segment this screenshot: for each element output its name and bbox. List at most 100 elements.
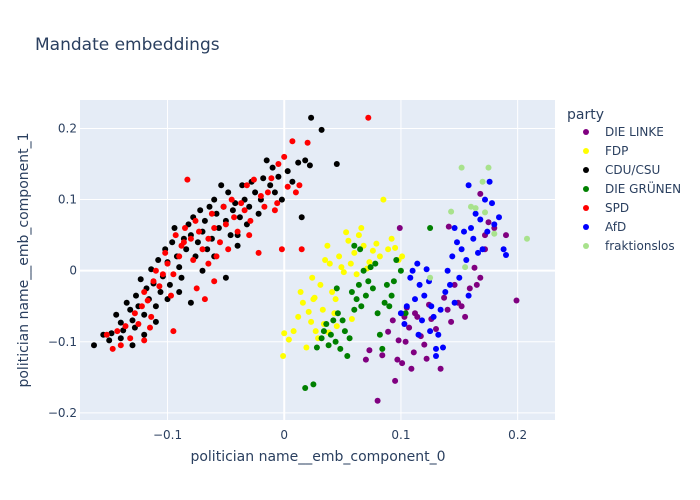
data-point (113, 311, 120, 318)
data-point (403, 303, 410, 310)
data-point (325, 342, 332, 349)
data-point (306, 162, 313, 169)
data-point (477, 190, 484, 197)
data-point (131, 310, 138, 317)
data-point (255, 210, 262, 217)
data-point (433, 326, 439, 332)
data-point (340, 269, 347, 276)
data-point (172, 232, 179, 239)
data-point (332, 338, 339, 345)
data-point (419, 317, 425, 324)
data-point (406, 324, 413, 331)
data-point (414, 260, 421, 267)
legend-item[interactable]: DIE GRÜNEN (583, 180, 681, 196)
data-point (271, 189, 278, 196)
data-point (319, 306, 326, 313)
data-point (144, 297, 151, 304)
data-point (339, 317, 346, 324)
legend-title: party (567, 107, 604, 123)
legend-item[interactable]: AfD (583, 220, 626, 234)
data-point (218, 182, 225, 189)
data-point (236, 214, 243, 221)
legend[interactable]: DIE LINKE FDP CDU/CSU DIE GRÜNEN SPD AfD frakt… (583, 125, 681, 253)
y-axis-title: politician name__emb_component_1 (16, 132, 32, 387)
data-point (108, 330, 115, 337)
data-point (281, 330, 288, 337)
data-point (231, 214, 238, 221)
legend-marker (583, 148, 589, 154)
data-point (444, 267, 451, 274)
data-point (365, 114, 372, 121)
data-point (427, 328, 434, 335)
legend-marker (583, 186, 589, 192)
data-point (176, 264, 183, 271)
data-point (296, 182, 303, 189)
data-point (257, 193, 264, 199)
data-point (472, 210, 479, 217)
data-point (322, 257, 329, 263)
data-point (275, 161, 282, 167)
data-point (295, 159, 302, 166)
data-point (114, 328, 121, 335)
data-point (169, 239, 176, 246)
data-point (225, 246, 232, 253)
data-point (347, 260, 354, 267)
legend-item[interactable]: DIE LINKE (583, 125, 664, 139)
data-point (250, 176, 257, 183)
data-point (275, 173, 282, 180)
axis-ticks: −0.1 0 0.1 0.2 −0.2 −0.1 0 0.1 0.2 (48, 121, 527, 442)
data-point (213, 210, 220, 217)
data-point (201, 217, 208, 224)
data-point (178, 274, 185, 281)
data-point (362, 356, 369, 363)
data-point (458, 303, 465, 310)
data-point (462, 264, 469, 271)
data-point (148, 266, 155, 273)
data-point (313, 344, 320, 351)
data-point (486, 178, 493, 185)
legend-item[interactable]: FDP (583, 144, 628, 158)
legend-item[interactable]: fraktionslos (583, 239, 675, 253)
data-point (318, 335, 325, 342)
data-point (348, 316, 355, 322)
legend-item[interactable]: SPD (583, 201, 629, 215)
data-point (462, 313, 469, 320)
data-point (215, 225, 222, 231)
data-point (351, 249, 358, 256)
data-point (433, 353, 439, 359)
data-point (394, 356, 401, 363)
data-point (211, 196, 218, 203)
data-point (106, 337, 113, 344)
data-point (428, 303, 435, 310)
data-point (337, 345, 344, 352)
data-point (471, 264, 478, 271)
data-point (326, 260, 333, 267)
data-point (466, 285, 473, 292)
data-point (385, 328, 392, 335)
data-point (309, 274, 316, 281)
data-point (239, 182, 246, 189)
data-point (278, 196, 285, 203)
data-point (217, 239, 223, 246)
legend-label: DIE LINKE (605, 125, 664, 139)
data-point (355, 232, 362, 239)
data-point (127, 306, 134, 313)
data-point (491, 230, 498, 237)
legend-label: SPD (605, 201, 629, 215)
legend-item[interactable]: CDU/CSU (583, 163, 660, 177)
data-point (357, 246, 364, 253)
data-point (334, 310, 341, 317)
data-point (199, 246, 206, 253)
data-point (269, 164, 276, 171)
data-point (255, 249, 262, 256)
data-point (343, 229, 350, 236)
data-point (360, 267, 367, 274)
data-point (264, 189, 271, 196)
data-point (176, 253, 183, 260)
data-point (281, 153, 288, 160)
data-point (150, 278, 157, 285)
data-point (184, 176, 191, 183)
data-point (348, 289, 355, 295)
data-point (468, 203, 474, 210)
data-point (344, 353, 351, 359)
